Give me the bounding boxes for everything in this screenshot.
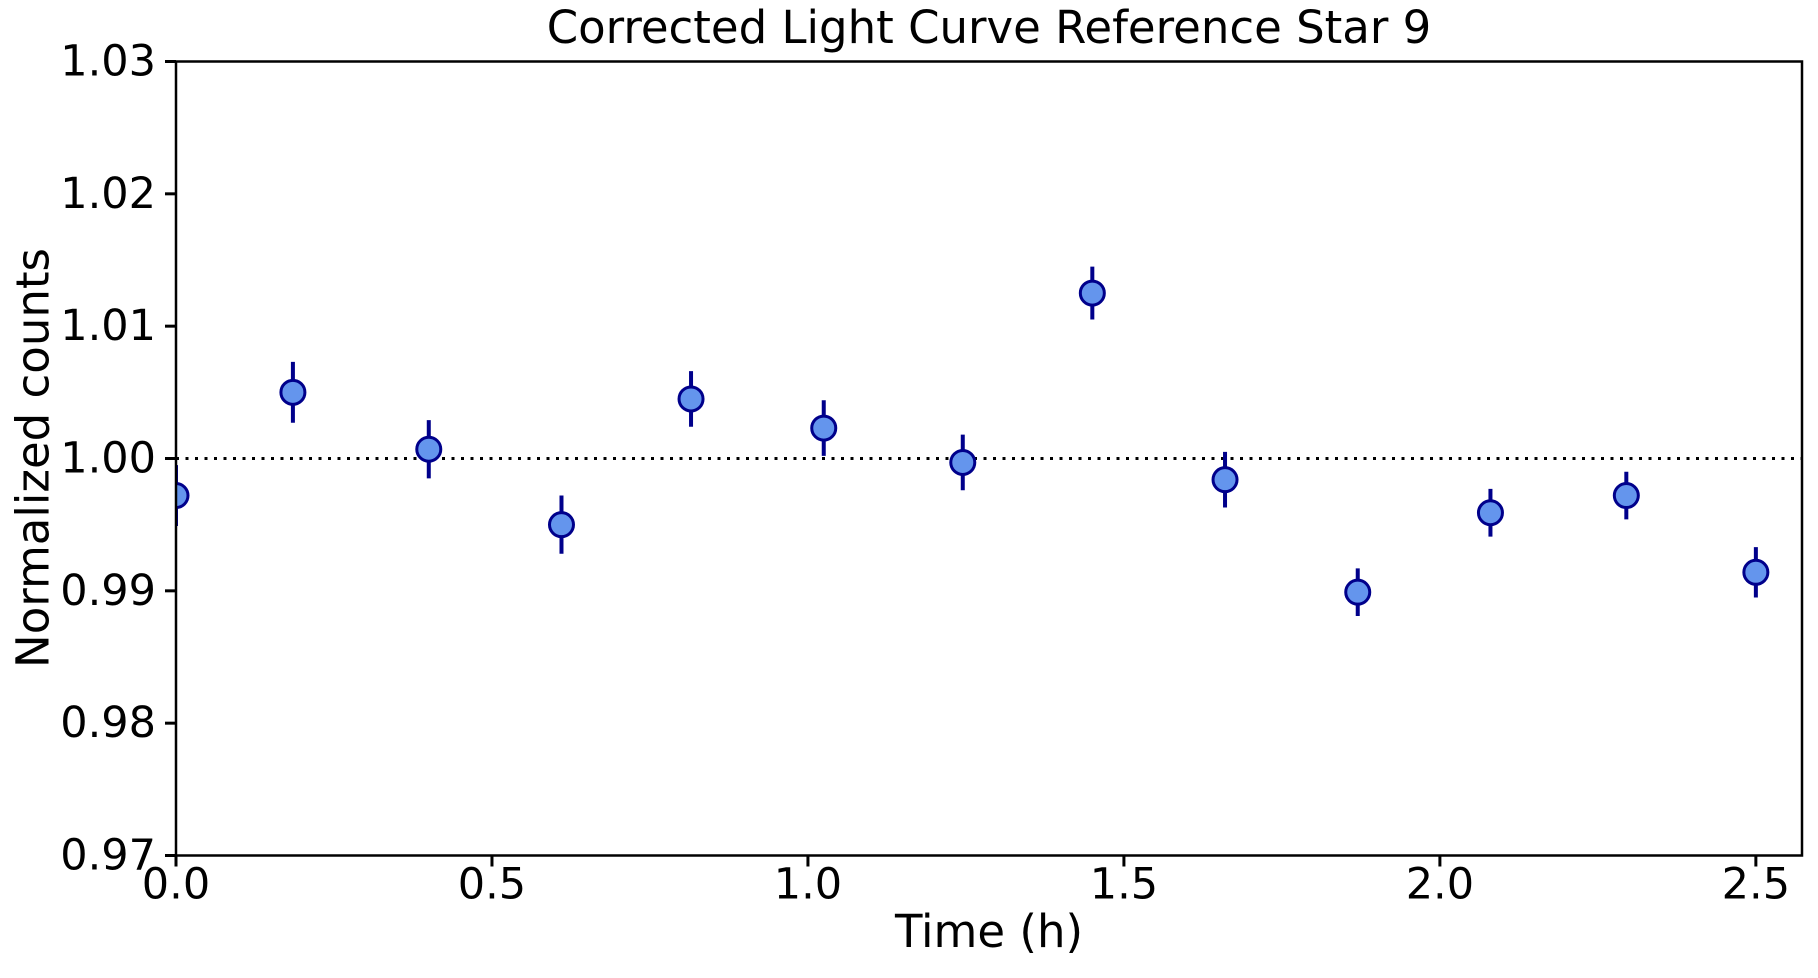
y-tick-label: 0.97 [60, 831, 156, 881]
data-point-marker [176, 482, 190, 510]
data-point-marker [1078, 279, 1106, 307]
x-tick-label: 0.5 [458, 860, 526, 910]
x-tick-label: 0.0 [142, 860, 210, 910]
y-tick-label: 1.00 [60, 434, 156, 484]
y-axis-label: Normalized counts [6, 248, 60, 668]
data-point-marker [1476, 499, 1504, 527]
data-point-marker [677, 385, 705, 413]
data-point-marker [279, 378, 307, 406]
data-point-marker [1344, 578, 1372, 606]
x-axis-label: Time (h) [894, 905, 1084, 958]
y-tick-label: 0.99 [60, 566, 156, 616]
x-tick-label: 2.0 [1406, 860, 1474, 910]
data-point-marker [949, 448, 977, 476]
y-tick-label: 1.03 [60, 37, 156, 87]
data-point-marker [1612, 482, 1640, 510]
data-point-marker [415, 435, 443, 463]
x-tick-label: 1.5 [1090, 860, 1158, 910]
x-tick-label: 2.5 [1722, 860, 1790, 910]
plot-border [174, 60, 1804, 857]
y-tick-label: 1.01 [60, 301, 156, 351]
y-tick-label: 0.98 [60, 698, 156, 748]
data-point-marker [1211, 466, 1239, 494]
y-tick-label: 1.02 [60, 169, 156, 219]
chart-title: Corrected Light Curve Reference Star 9 [546, 1, 1432, 54]
data-point-marker [547, 511, 575, 539]
data-point-marker [810, 414, 838, 442]
data-point-marker [1742, 558, 1770, 586]
x-tick-label: 1.0 [774, 860, 842, 910]
